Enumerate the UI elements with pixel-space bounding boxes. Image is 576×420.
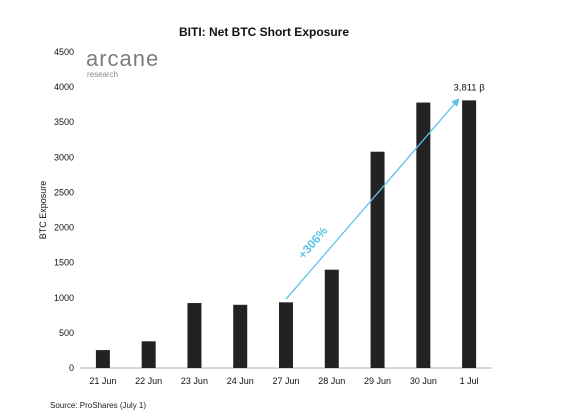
logo-wordmark: arcane: [86, 46, 159, 71]
arcane-logo: arcane research: [86, 46, 159, 79]
bar-21-jun: [95, 350, 110, 368]
y-axis-ticks: 0 500 1000 1500 2000 2500 3000 3500 4000 4500: [54, 47, 74, 373]
source-note: Source: ProShares (July 1): [50, 401, 146, 410]
y-tick-label: 2500: [54, 187, 74, 197]
bar-24-jun: [233, 304, 248, 368]
bar-22-jun: [141, 341, 156, 368]
logo-subtitle: research: [87, 70, 118, 79]
x-tick-label: 1 Jul: [460, 376, 479, 386]
bar-27-jun: [279, 302, 293, 368]
y-tick-label: 1500: [54, 258, 74, 268]
x-axis-ticks: 21 Jun 22 Jun 23 Jun 24 Jun 27 Jun 28 Jun 29 J…: [89, 376, 478, 386]
y-tick-label: 0: [69, 363, 74, 373]
x-tick-label: 24 Jun: [227, 376, 254, 386]
y-tick-label: 3500: [54, 117, 74, 127]
x-tick-label: 30 Jun: [410, 376, 437, 386]
x-tick-label: 22 Jun: [135, 376, 162, 386]
y-axis-label: BTC Exposure: [38, 181, 48, 240]
y-tick-label: 2000: [54, 223, 74, 233]
bar-1-jul: [462, 100, 477, 368]
x-tick-label: 23 Jun: [181, 376, 208, 386]
annotation-arrow: [285, 98, 460, 300]
x-tick-label: 21 Jun: [89, 376, 116, 386]
bar-30-jun: [416, 102, 431, 368]
bar-28-jun: [324, 269, 339, 368]
x-tick-label: 28 Jun: [318, 376, 345, 386]
x-tick-label: 27 Jun: [272, 376, 299, 386]
y-tick-label: 3000: [54, 152, 74, 162]
data-label-last: 3,811 β: [454, 82, 486, 93]
bar-29-jun: [370, 151, 385, 368]
y-tick-label: 4500: [54, 47, 74, 57]
bar-23-jun: [187, 303, 202, 368]
annotation-label: +306%: [295, 224, 330, 262]
chart-title: BITI: Net BTC Short Exposure: [179, 25, 349, 39]
y-tick-label: 4000: [54, 82, 74, 92]
y-tick-label: 1000: [54, 293, 74, 303]
bars: [95, 100, 477, 368]
x-tick-label: 29 Jun: [364, 376, 391, 386]
y-tick-label: 500: [59, 328, 74, 338]
